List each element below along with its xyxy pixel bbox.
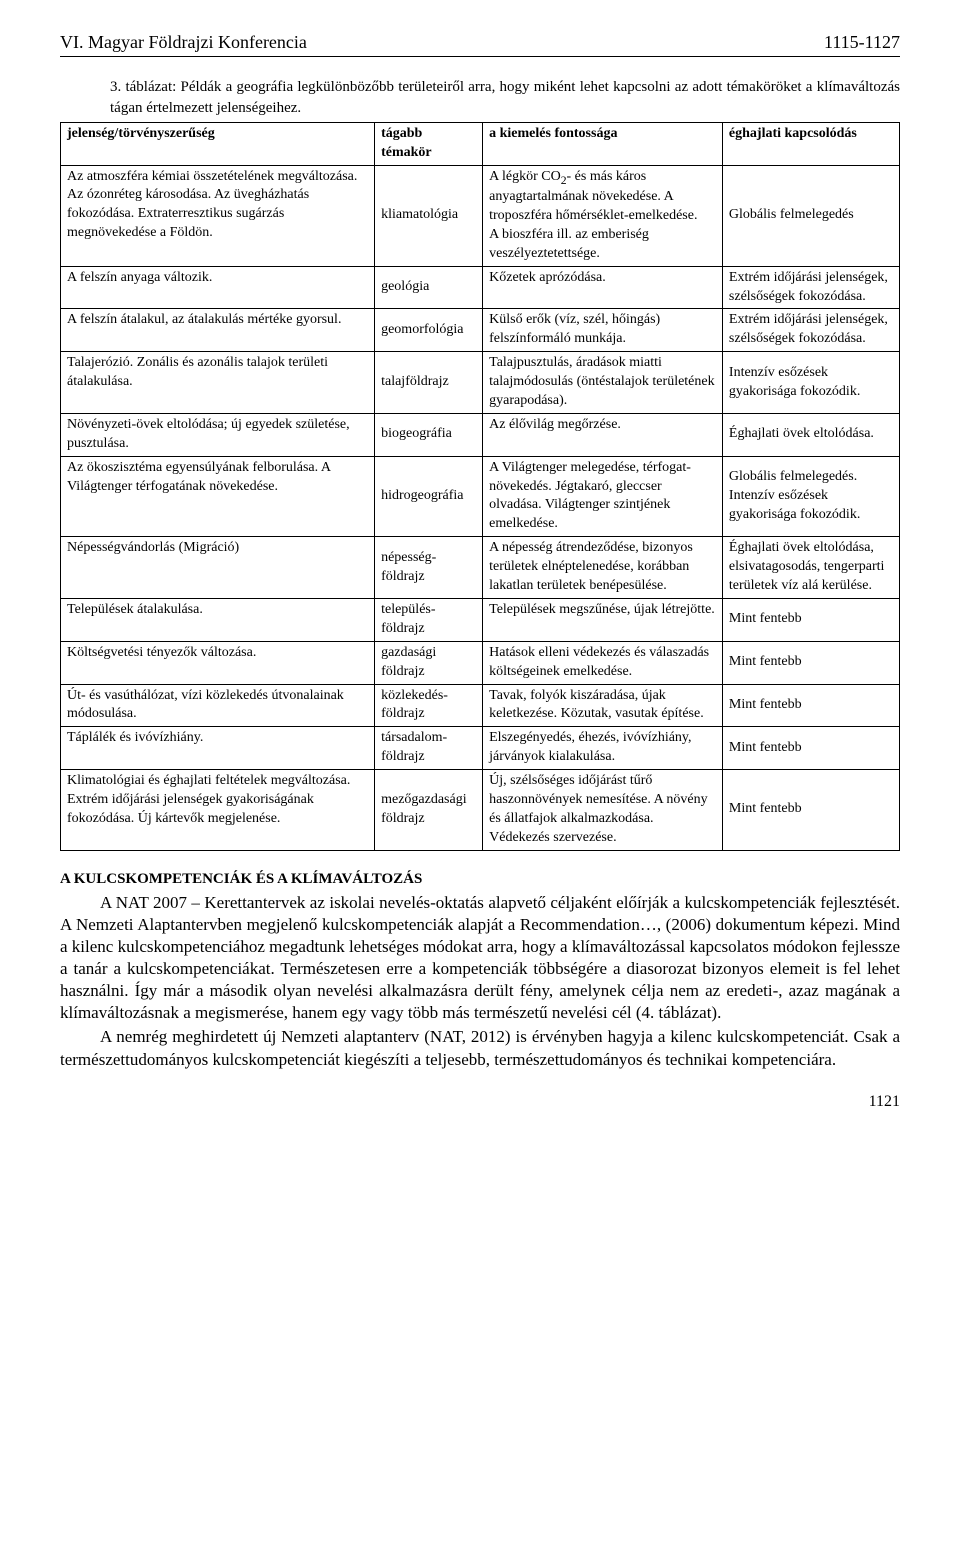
cell-topic: mezőgazdasági földrajz — [375, 770, 483, 851]
cell-phenomenon: Talajerózió. Zonális és azonális talajok… — [61, 352, 375, 414]
cell-importance: Hatások elleni védekezés és válaszadás k… — [483, 641, 723, 684]
table-row: Növényzeti-övek eltolódása; új egyedek s… — [61, 413, 900, 456]
cell-phenomenon: A felszín átalakul, az átalakulás mérték… — [61, 309, 375, 352]
cell-topic: gazdasági földrajz — [375, 641, 483, 684]
header-left: VI. Magyar Földrajzi Konferencia — [60, 30, 307, 54]
cell-topic: geológia — [375, 266, 483, 309]
cell-climate-link: Extrém időjárási jelenségek, szélsőségek… — [722, 266, 899, 309]
cell-topic: geomorfológia — [375, 309, 483, 352]
climate-table: jelenség/törvényszerűség tágabb témakör … — [60, 122, 900, 851]
table-row: Települések átalakulása.település-földra… — [61, 598, 900, 641]
cell-phenomenon: Költségvetési tényezők változása. — [61, 641, 375, 684]
cell-importance: Talajpusztulás, áradások miatti talajmód… — [483, 352, 723, 414]
table-row: Az ökoszisztéma egyensúlyának felborulás… — [61, 456, 900, 537]
cell-climate-link: Mint fentebb — [722, 641, 899, 684]
page-number: 1121 — [60, 1091, 900, 1113]
cell-phenomenon: A felszín anyaga változik. — [61, 266, 375, 309]
table-caption: 3. táblázat: Példák a geográfia legkülön… — [110, 77, 900, 118]
cell-phenomenon: Az atmoszféra kémiai összetételének megv… — [61, 165, 375, 266]
section-heading: A KULCSKOMPETENCIÁK ÉS A KLÍMAVÁLTOZÁS — [60, 869, 900, 889]
cell-climate-link: Extrém időjárási jelenségek, szélsőségek… — [722, 309, 899, 352]
table-row: Táplálék és ivóvízhiány.társadalom-földr… — [61, 727, 900, 770]
table-row: Talajerózió. Zonális és azonális talajok… — [61, 352, 900, 414]
cell-phenomenon: Az ökoszisztéma egyensúlyának felborulás… — [61, 456, 375, 537]
cell-topic: biogeográfia — [375, 413, 483, 456]
cell-importance: A Világtenger melegedése, térfogat-növek… — [483, 456, 723, 537]
body-p2: A nemrég meghirdetett új Nemzeti alaptan… — [60, 1026, 900, 1070]
table-row: Népességvándorlás (Migráció)népesség-föl… — [61, 537, 900, 599]
th-1: tágabb témakör — [375, 122, 483, 165]
cell-phenomenon: Táplálék és ivóvízhiány. — [61, 727, 375, 770]
cell-climate-link: Mint fentebb — [722, 770, 899, 851]
cell-phenomenon: Klimatológiai és éghajlati feltételek me… — [61, 770, 375, 851]
cell-importance: Települések megszűnése, újak létrejötte. — [483, 598, 723, 641]
cell-climate-link: Éghajlati övek eltolódása. — [722, 413, 899, 456]
cell-topic: kliamatológia — [375, 165, 483, 266]
th-3: éghajlati kapcsolódás — [722, 122, 899, 165]
cell-phenomenon: Népességvándorlás (Migráció) — [61, 537, 375, 599]
cell-importance: A légkör CO2- és más káros anyagtartalmá… — [483, 165, 723, 266]
table-row: Út- és vasúthálózat, vízi közlekedés útv… — [61, 684, 900, 727]
cell-importance: Tavak, folyók kiszáradása, újak keletkez… — [483, 684, 723, 727]
cell-importance: A népesség átrendeződése, bizonyos terül… — [483, 537, 723, 599]
cell-phenomenon: Települések átalakulása. — [61, 598, 375, 641]
cell-topic: társadalom-földrajz — [375, 727, 483, 770]
cell-climate-link: Mint fentebb — [722, 598, 899, 641]
cell-topic: talajföldrajz — [375, 352, 483, 414]
table-row: Az atmoszféra kémiai összetételének megv… — [61, 165, 900, 266]
th-0: jelenség/törvényszerűség — [61, 122, 375, 165]
table-row: A felszín anyaga változik.geológiaKőzete… — [61, 266, 900, 309]
table-row: Költségvetési tényezők változása.gazdasá… — [61, 641, 900, 684]
cell-topic: hidrogeográfia — [375, 456, 483, 537]
cell-topic: közlekedés-földrajz — [375, 684, 483, 727]
cell-importance: Elszegényedés, éhezés, ivóvízhiány, járv… — [483, 727, 723, 770]
body-p1: A NAT 2007 – Kerettantervek az iskolai n… — [60, 892, 900, 1025]
cell-importance: Kőzetek aprózódása. — [483, 266, 723, 309]
header-right: 1115-1127 — [824, 30, 900, 54]
cell-climate-link: Globális felmelegedés — [722, 165, 899, 266]
th-2: a kiemelés fontossága — [483, 122, 723, 165]
table-row: A felszín átalakul, az átalakulás mérték… — [61, 309, 900, 352]
cell-phenomenon: Út- és vasúthálózat, vízi közlekedés útv… — [61, 684, 375, 727]
cell-phenomenon: Növényzeti-övek eltolódása; új egyedek s… — [61, 413, 375, 456]
cell-climate-link: Mint fentebb — [722, 684, 899, 727]
cell-importance: Új, szélsőséges időjárást tűrő haszonnöv… — [483, 770, 723, 851]
table-row: Klimatológiai és éghajlati feltételek me… — [61, 770, 900, 851]
cell-climate-link: Globális felmelegedés. Intenzív esőzések… — [722, 456, 899, 537]
cell-topic: népesség-földrajz — [375, 537, 483, 599]
cell-climate-link: Éghajlati övek eltolódása, elsivatagosod… — [722, 537, 899, 599]
cell-climate-link: Mint fentebb — [722, 727, 899, 770]
cell-climate-link: Intenzív esőzések gyakorisága fokozódik. — [722, 352, 899, 414]
cell-importance: Az élővilág megőrzése. — [483, 413, 723, 456]
cell-topic: település-földrajz — [375, 598, 483, 641]
cell-importance: Külső erők (víz, szél, hőingás) felszínf… — [483, 309, 723, 352]
